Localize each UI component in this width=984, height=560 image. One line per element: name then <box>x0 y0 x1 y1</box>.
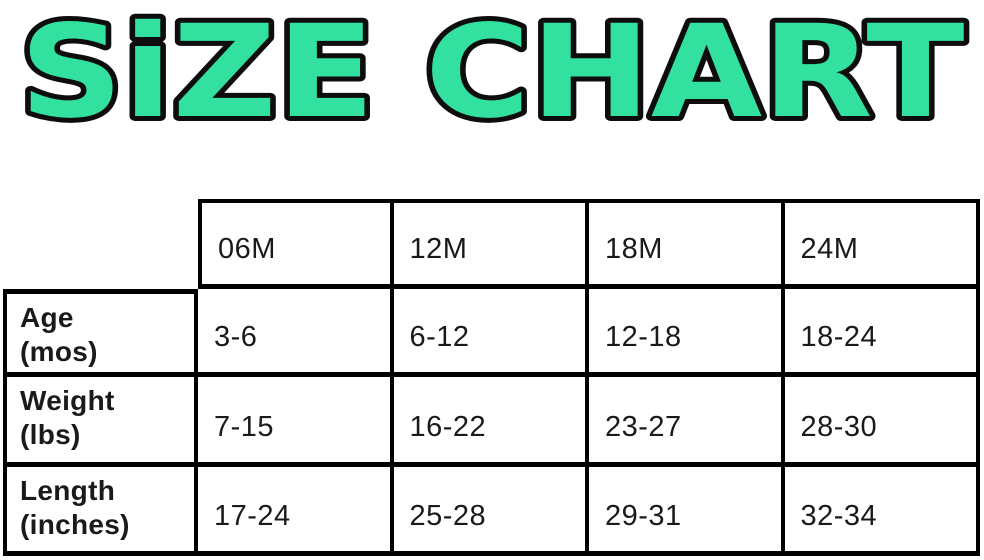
table-cell-length-18m: 29-31 <box>589 467 785 556</box>
title-text: SiZE CHART <box>20 0 965 147</box>
row-label-length-line1: Length <box>20 475 116 506</box>
table-cell-age-24m: 18-24 <box>784 289 980 377</box>
table-cell-length-06m: 17-24 <box>198 467 394 556</box>
column-header-18m: 18M <box>589 199 785 289</box>
table-cell-weight-12m: 16-22 <box>393 377 589 467</box>
table-cell-weight-24m: 28-30 <box>784 377 980 467</box>
table-cell-age-12m: 6-12 <box>393 289 589 377</box>
size-table: 06M 12M 18M 24M Age (mos) 3-6 6-12 12-18… <box>3 199 980 556</box>
row-label-age-line1: Age <box>20 302 74 333</box>
row-label-length: Length (inches) <box>3 467 198 556</box>
column-header-12m: 12M <box>393 199 589 289</box>
row-label-weight-line2: (lbs) <box>20 418 81 450</box>
table-cell-weight-18m: 23-27 <box>589 377 785 467</box>
table-cell-length-12m: 25-28 <box>393 467 589 556</box>
table-cell-length-24m: 32-34 <box>784 467 980 556</box>
table-cell-weight-06m: 7-15 <box>198 377 394 467</box>
row-label-age-line2: (mos) <box>20 335 98 367</box>
column-header-06m: 06M <box>198 199 394 289</box>
table-corner-cell <box>3 199 198 289</box>
page-title: SiZE CHART <box>0 0 984 150</box>
table-cell-age-06m: 3-6 <box>198 289 394 377</box>
title-bubble-text-graphic: SiZE CHART <box>15 0 970 150</box>
row-label-length-line2: (inches) <box>20 508 130 540</box>
row-label-weight-line1: Weight <box>20 385 115 416</box>
table-cell-age-18m: 12-18 <box>589 289 785 377</box>
column-header-24m: 24M <box>784 199 980 289</box>
row-label-age: Age (mos) <box>3 289 198 377</box>
row-label-weight: Weight (lbs) <box>3 377 198 467</box>
